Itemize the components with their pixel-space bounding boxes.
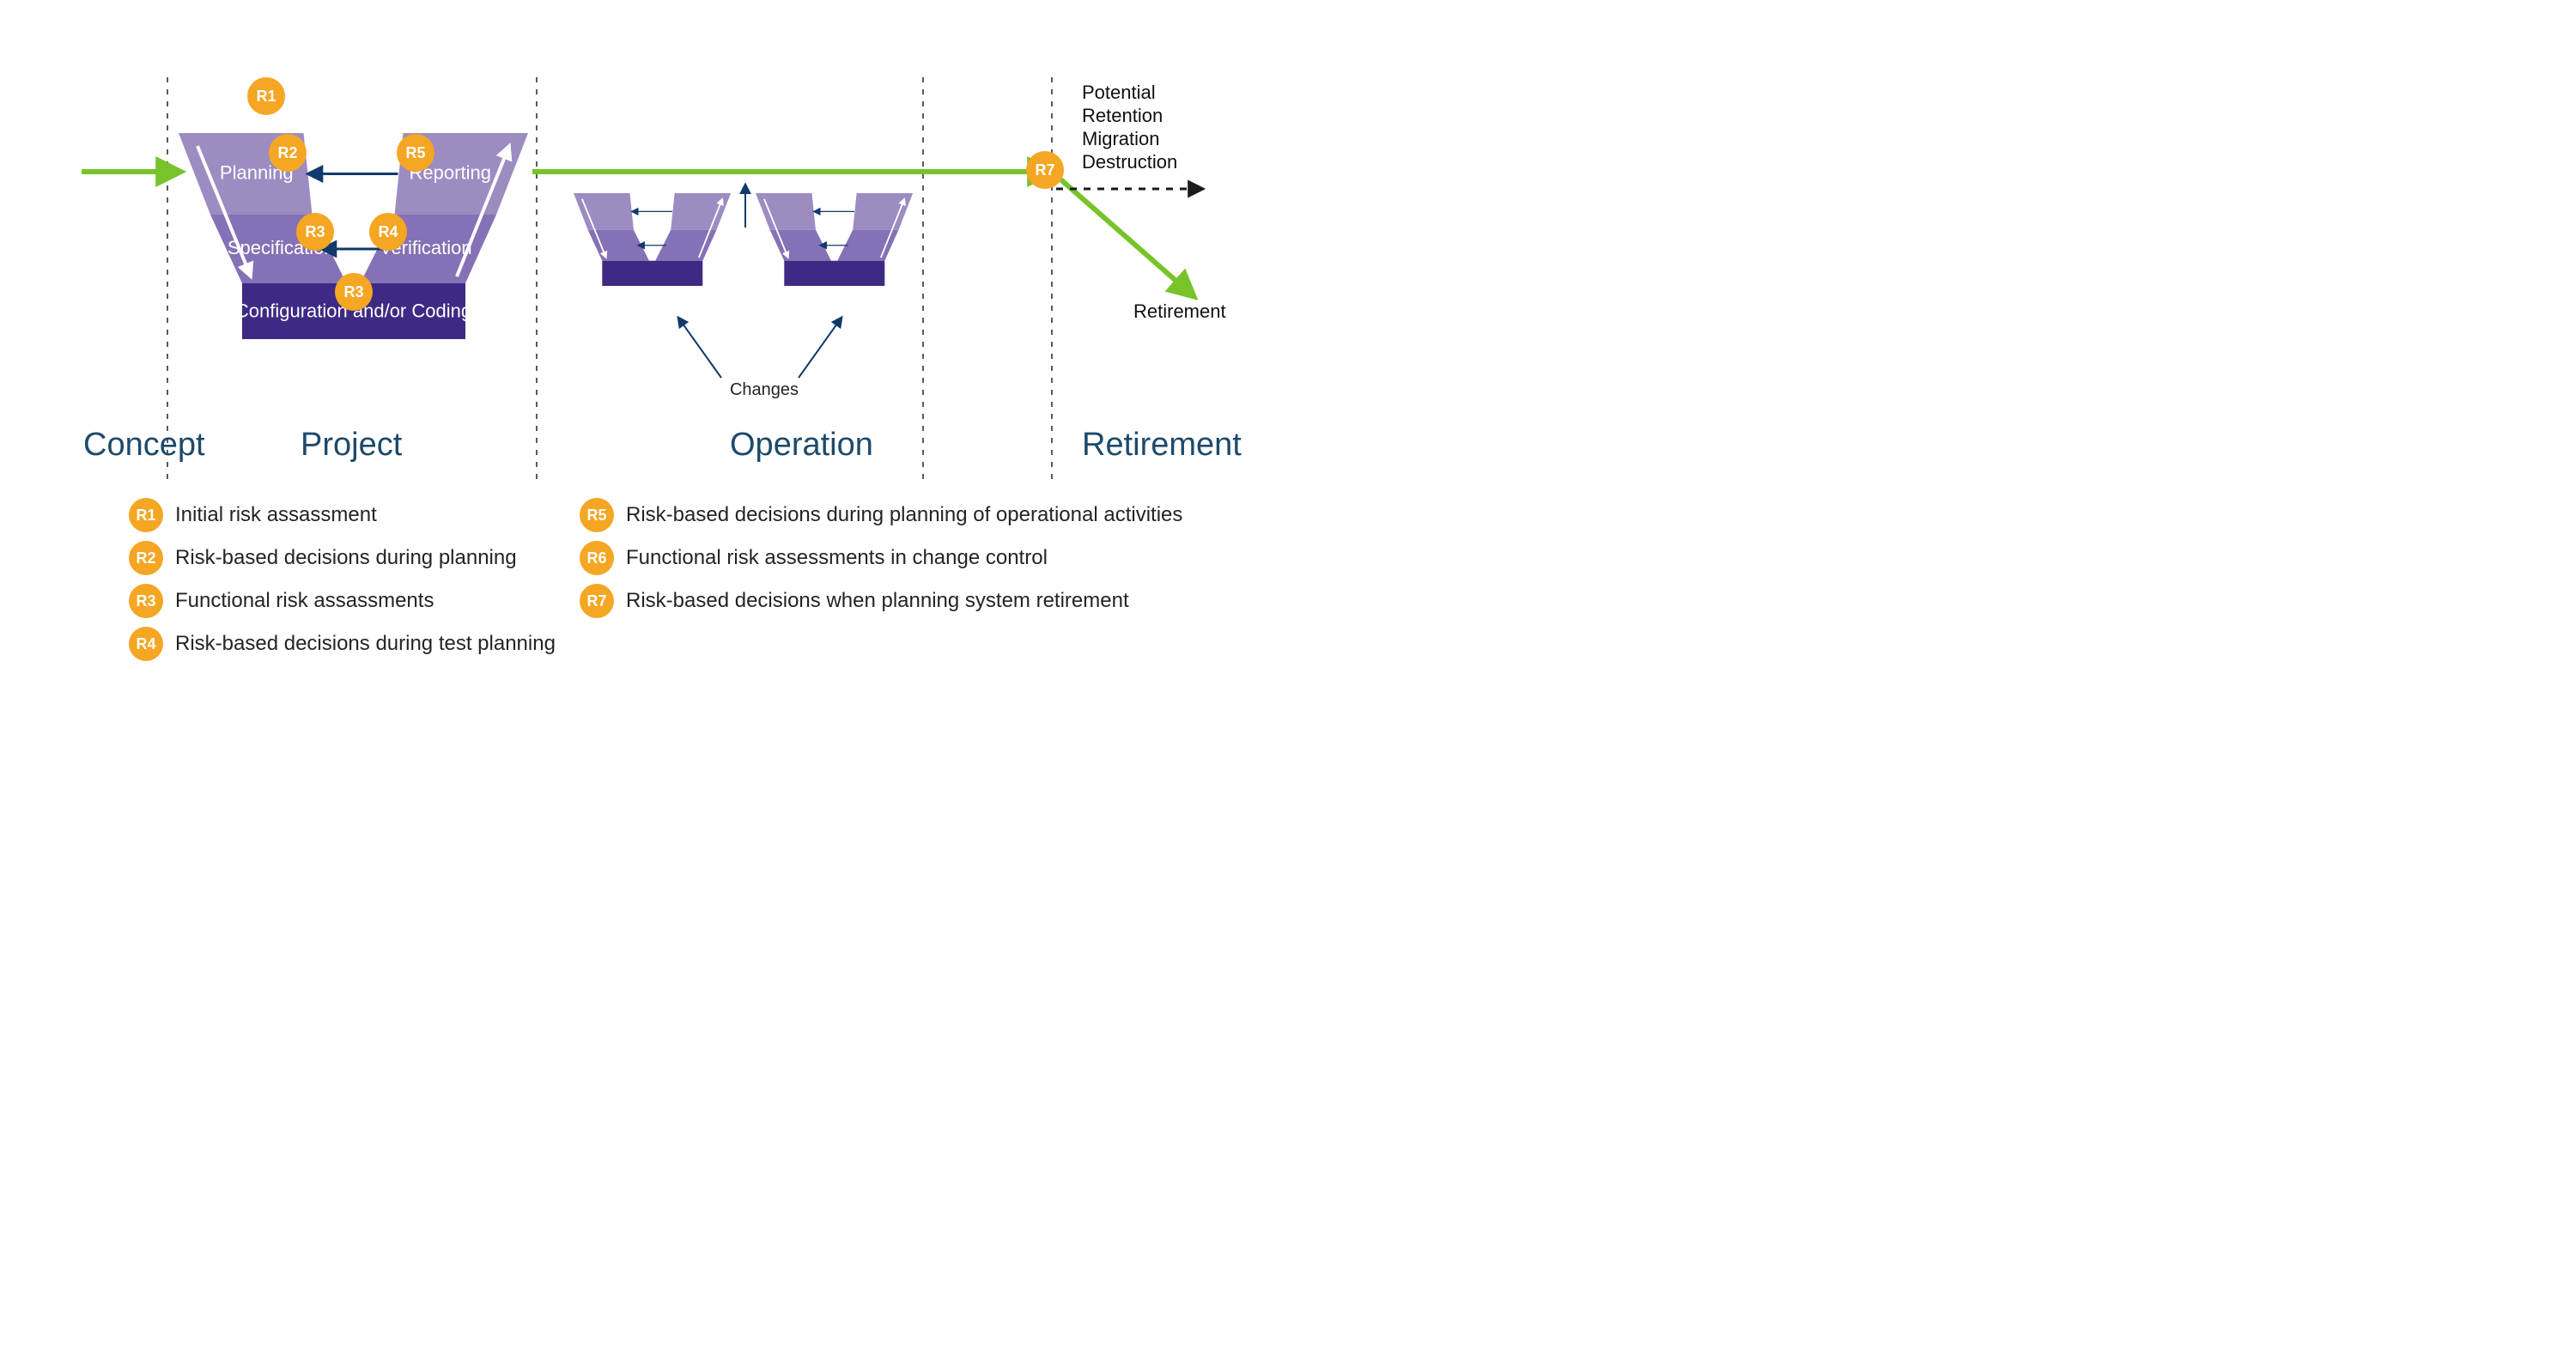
- risk-badge-r1: R1: [247, 77, 285, 115]
- v-reporting-block: [853, 193, 913, 230]
- legend-badge-r3: R3: [129, 584, 163, 618]
- svg-text:R7: R7: [1035, 161, 1054, 179]
- risk-badge-r3: R3: [335, 273, 373, 311]
- legend-text-r4: Risk-based decisions during test plannin…: [175, 632, 556, 655]
- legend-badge-r1: R1: [129, 498, 163, 532]
- changes-arrow: [799, 318, 841, 378]
- risk-badge-r3: R3: [296, 213, 334, 251]
- legend-badge-r5: R5: [580, 498, 614, 532]
- legend-text-r6: Functional risk assessments in change co…: [626, 546, 1048, 569]
- legend-text-r7: Risk-based decisions when planning syste…: [626, 589, 1129, 612]
- retirement-end-label: Retirement: [1133, 300, 1226, 322]
- v-config-block: [602, 261, 702, 286]
- legend-badge-r7: R7: [580, 584, 614, 618]
- svg-text:R2: R2: [136, 549, 155, 567]
- legend-text-r2: Risk-based decisions during planning: [175, 546, 517, 569]
- risk-badge-r5: R5: [397, 134, 434, 172]
- retire-list-item: Potential: [1082, 82, 1156, 103]
- phase-label-project: Project: [301, 427, 403, 463]
- svg-text:R3: R3: [343, 283, 363, 300]
- svg-text:R5: R5: [586, 507, 606, 524]
- risk-badge-r7: R7: [1026, 151, 1064, 189]
- retire-list-item: Migration: [1082, 128, 1159, 149]
- phase-label-operation: Operation: [730, 427, 873, 463]
- legend-badge-r4: R4: [129, 627, 163, 661]
- legend-text-r1: Initial risk assassment: [175, 503, 377, 526]
- legend-text-r5: Risk-based decisions during planning of …: [626, 503, 1182, 526]
- svg-text:R2: R2: [277, 144, 297, 161]
- v-config-block: [784, 261, 884, 286]
- svg-text:R3: R3: [305, 223, 325, 240]
- risk-badge-r2: R2: [269, 134, 307, 172]
- changes-arrow: [678, 318, 721, 378]
- flow-arrow-retire: [1052, 172, 1194, 296]
- svg-text:R7: R7: [586, 592, 606, 610]
- svg-text:R1: R1: [136, 507, 155, 524]
- legend-text-r3: Functional risk assassments: [175, 589, 434, 612]
- svg-text:R4: R4: [136, 635, 155, 652]
- svg-text:R6: R6: [586, 549, 606, 567]
- legend-badge-r6: R6: [580, 541, 614, 575]
- svg-text:R5: R5: [405, 144, 425, 161]
- v-planning-block: [756, 193, 816, 230]
- risk-badge-r4: R4: [369, 213, 407, 251]
- svg-text:R3: R3: [136, 592, 155, 610]
- small-v-diagram: [756, 193, 913, 286]
- retire-list-item: Destruction: [1082, 151, 1177, 173]
- svg-text:R1: R1: [256, 88, 276, 105]
- v-reporting-block: [671, 193, 731, 230]
- small-v-diagram: [574, 193, 731, 286]
- phase-label-concept: Concept: [83, 427, 205, 463]
- changes-label: Changes: [730, 380, 799, 399]
- legend-badge-r2: R2: [129, 541, 163, 575]
- retire-list-item: Retention: [1082, 105, 1163, 126]
- phase-label-retirement: Retirement: [1082, 427, 1242, 463]
- v-planning-block: [574, 193, 634, 230]
- svg-text:R4: R4: [378, 223, 398, 240]
